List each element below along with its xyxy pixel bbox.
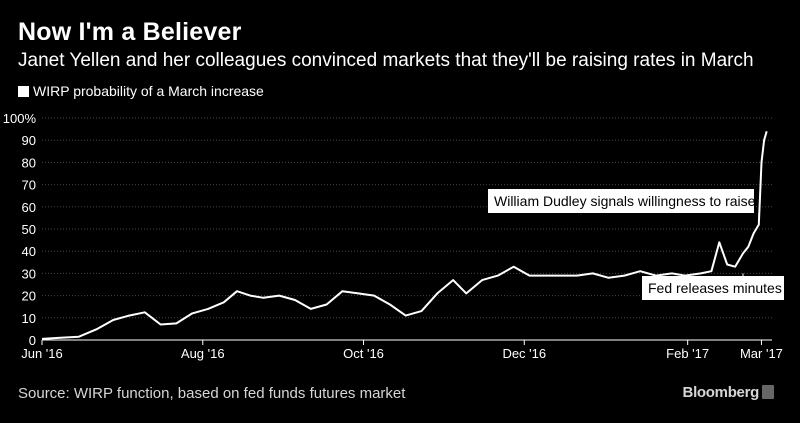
legend-label: WIRP probability of a March increase	[33, 83, 264, 99]
y-tick-label: 100%	[3, 111, 37, 126]
y-tick-label: 0	[29, 333, 36, 348]
brand-mark-icon	[762, 385, 774, 399]
y-tick-label: 30	[22, 266, 36, 281]
x-tick-label: Feb '17	[666, 346, 709, 361]
y-tick-label: 50	[22, 222, 36, 237]
y-tick-label: 70	[22, 178, 36, 193]
annotation-label: Fed releases minutes	[648, 280, 782, 296]
chart-title: Now I'm a Believer	[18, 18, 242, 46]
source-note: Source: WIRP function, based on fed fund…	[18, 385, 406, 402]
y-tick-label: 60	[22, 200, 36, 215]
chart-subtitle: Janet Yellen and her colleagues convince…	[18, 50, 754, 71]
y-tick-label: 80	[22, 155, 36, 170]
series-line	[41, 131, 768, 340]
y-tick-label: 10	[22, 311, 36, 326]
brand-name: Bloomberg	[682, 384, 760, 401]
x-tick-label: Mar '17	[740, 346, 783, 361]
x-tick-label: Oct '16	[343, 346, 384, 361]
annotation-box	[488, 189, 754, 213]
y-tick-label: 40	[22, 244, 36, 259]
annotation-box	[642, 276, 784, 300]
x-tick-label: Jun '16	[21, 346, 63, 361]
legend: WIRP probability of a March increase	[18, 83, 264, 99]
annotation-label: William Dudley signals willingness to ra…	[494, 193, 756, 209]
x-tick-label: Dec '16	[502, 346, 546, 361]
legend-swatch	[18, 85, 29, 97]
brand-logo: Bloomberg	[683, 384, 774, 401]
y-tick-label: 90	[22, 133, 36, 148]
x-tick-label: Aug '16	[181, 346, 225, 361]
y-tick-label: 20	[22, 289, 36, 304]
